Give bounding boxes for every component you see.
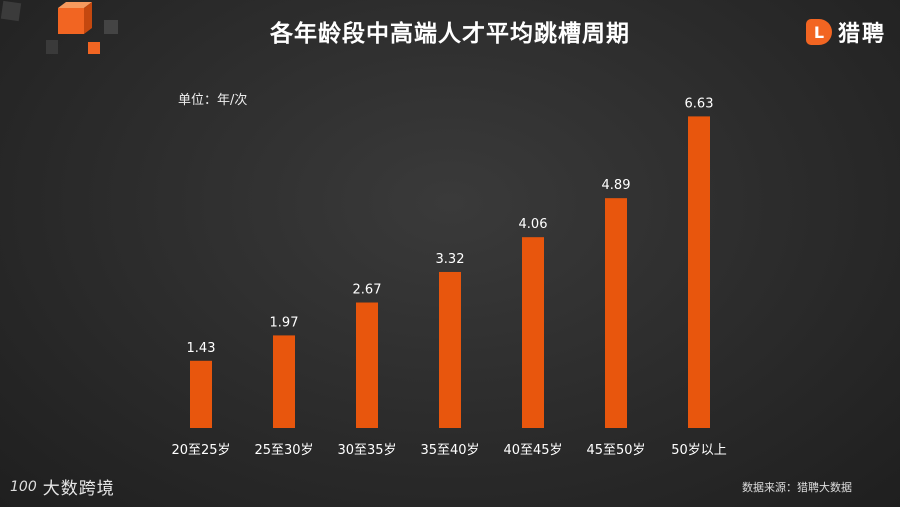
data-label-7: 6.63 <box>685 96 714 111</box>
data-label-6: 4.89 <box>602 178 631 193</box>
watermark: 100 大数跨境 <box>10 474 115 500</box>
bar-6 <box>605 198 627 428</box>
data-label-5: 4.06 <box>519 217 548 232</box>
category-label-1: 20至25岁 <box>171 443 230 458</box>
data-source: 数据来源：猎聘大数据 <box>742 481 852 494</box>
brand-logo: L 猎聘 <box>805 16 886 48</box>
category-label-6: 45至50岁 <box>586 443 645 458</box>
bar-3 <box>356 302 378 428</box>
category-label-4: 35至40岁 <box>420 443 479 458</box>
brand-name: 猎聘 <box>837 22 886 47</box>
decorative-cubes <box>0 0 118 54</box>
data-label-1: 1.43 <box>187 341 216 356</box>
category-label-7: 50岁以上 <box>671 443 727 458</box>
bar-4 <box>439 271 461 428</box>
watermark-name: 大数跨境 <box>42 479 115 499</box>
bar-7 <box>688 116 710 428</box>
chart-title: 各年龄段中高端人才平均跳槽周期 <box>270 21 630 47</box>
unit-label: 单位：年/次 <box>178 93 248 108</box>
data-label-3: 2.67 <box>353 283 382 298</box>
category-label-5: 40至45岁 <box>503 443 562 458</box>
category-label-3: 30至35岁 <box>337 443 396 458</box>
category-label-2: 25至30岁 <box>254 443 313 458</box>
watermark-logo: 100 <box>10 478 37 495</box>
data-label-2: 1.97 <box>270 315 299 330</box>
liepin-logo-icon: L <box>805 19 832 45</box>
bar-1 <box>190 360 212 428</box>
data-label-4: 3.32 <box>436 252 465 267</box>
bar-5 <box>522 237 544 428</box>
bar-2 <box>273 335 295 428</box>
